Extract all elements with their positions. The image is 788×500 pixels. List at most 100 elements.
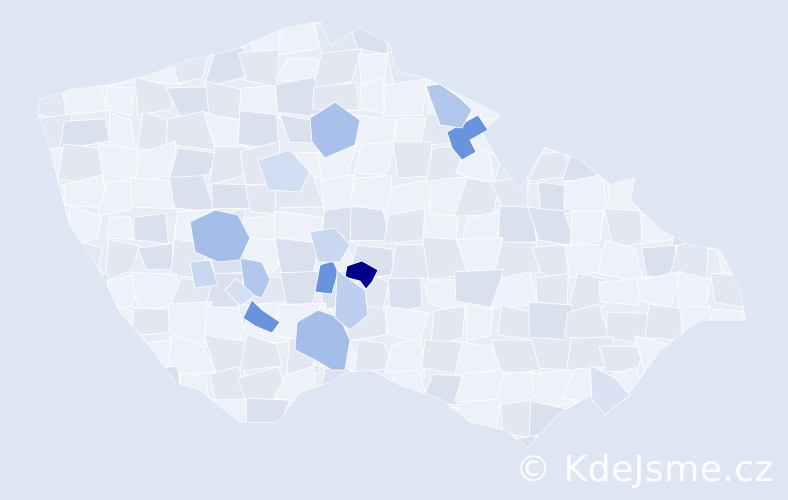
district bbox=[597, 115, 640, 155]
district bbox=[707, 178, 745, 215]
district bbox=[100, 365, 146, 406]
district bbox=[133, 212, 169, 245]
district bbox=[673, 111, 716, 151]
district bbox=[383, 78, 429, 117]
district bbox=[239, 84, 284, 119]
district bbox=[427, 46, 461, 91]
district bbox=[491, 111, 540, 153]
district bbox=[166, 430, 211, 447]
district bbox=[103, 403, 142, 443]
district bbox=[104, 238, 141, 282]
district bbox=[644, 303, 683, 341]
district bbox=[62, 270, 109, 308]
district bbox=[563, 174, 610, 217]
district bbox=[454, 24, 495, 46]
district bbox=[132, 365, 182, 405]
district bbox=[381, 400, 432, 439]
watermark: © KdeJsme.cz bbox=[515, 449, 774, 490]
district bbox=[66, 430, 97, 447]
district bbox=[383, 337, 425, 379]
district bbox=[744, 205, 745, 243]
district-highlight-6 bbox=[309, 101, 361, 159]
district bbox=[38, 274, 70, 315]
district bbox=[706, 340, 745, 371]
district-highlight-4 bbox=[189, 209, 251, 263]
district bbox=[317, 433, 360, 447]
district bbox=[565, 272, 607, 314]
district bbox=[530, 47, 571, 86]
district bbox=[635, 396, 685, 443]
district bbox=[387, 277, 423, 314]
district bbox=[749, 14, 788, 56]
district bbox=[638, 22, 681, 53]
district bbox=[675, 172, 710, 220]
district bbox=[131, 437, 179, 447]
district bbox=[38, 310, 72, 340]
district-highlight-12 bbox=[257, 149, 311, 193]
district bbox=[95, 332, 144, 378]
district bbox=[96, 180, 142, 218]
district bbox=[208, 145, 252, 186]
district bbox=[104, 432, 144, 447]
highlighted-districts bbox=[189, 83, 631, 416]
district bbox=[707, 308, 745, 339]
district bbox=[38, 344, 67, 369]
district-highlight-5 bbox=[294, 309, 351, 371]
district bbox=[137, 405, 178, 432]
district bbox=[673, 52, 718, 80]
district bbox=[38, 22, 66, 58]
district bbox=[671, 22, 721, 59]
district bbox=[537, 76, 576, 124]
district bbox=[239, 334, 283, 372]
district bbox=[743, 46, 745, 82]
district bbox=[346, 397, 397, 437]
district bbox=[167, 147, 218, 187]
district bbox=[58, 334, 103, 379]
district bbox=[492, 86, 532, 115]
district bbox=[242, 434, 282, 447]
district bbox=[572, 84, 612, 122]
district bbox=[105, 86, 134, 116]
district bbox=[716, 244, 745, 275]
district bbox=[490, 339, 543, 377]
district bbox=[598, 22, 639, 58]
district bbox=[245, 397, 290, 441]
district bbox=[38, 207, 74, 251]
district bbox=[68, 46, 100, 85]
district bbox=[95, 22, 146, 60]
district bbox=[744, 368, 745, 407]
district bbox=[61, 83, 109, 116]
district bbox=[635, 79, 675, 114]
district bbox=[755, 275, 788, 313]
district bbox=[537, 181, 572, 216]
district bbox=[57, 307, 108, 341]
district bbox=[705, 111, 745, 152]
district bbox=[599, 147, 637, 182]
district bbox=[497, 205, 538, 246]
district-highlight-10 bbox=[189, 259, 219, 289]
district bbox=[392, 140, 433, 179]
district bbox=[710, 273, 745, 309]
district bbox=[598, 345, 645, 374]
district bbox=[607, 172, 648, 214]
district bbox=[741, 312, 745, 345]
district bbox=[38, 437, 73, 447]
district bbox=[561, 44, 609, 82]
district bbox=[709, 142, 745, 186]
district bbox=[420, 22, 468, 56]
district bbox=[706, 48, 745, 91]
district bbox=[430, 305, 466, 347]
district bbox=[713, 77, 745, 119]
district bbox=[753, 116, 788, 151]
district bbox=[605, 84, 651, 116]
district bbox=[462, 431, 504, 447]
district bbox=[644, 374, 678, 405]
district bbox=[749, 241, 785, 279]
district bbox=[712, 22, 745, 55]
district bbox=[322, 400, 351, 439]
district bbox=[529, 22, 576, 47]
district bbox=[682, 306, 713, 347]
district bbox=[106, 216, 134, 240]
district bbox=[752, 84, 782, 118]
